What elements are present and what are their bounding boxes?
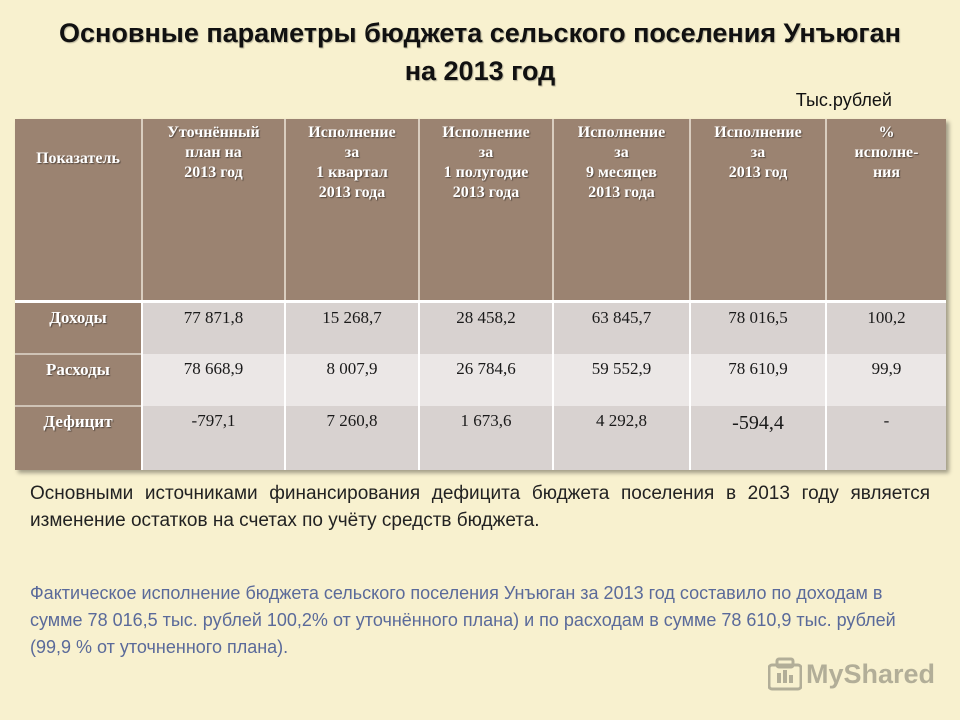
table-cell: 8 007,9 — [284, 354, 419, 406]
row-label: Доходы — [15, 301, 142, 354]
header-year: Исполнение за 2013 год — [689, 119, 826, 302]
table-cell: 99,9 — [825, 354, 946, 406]
table-row-income: Доходы 77 871,8 15 268,7 28 458,2 63 845… — [15, 301, 946, 354]
table-cell: 1 673,6 — [418, 406, 553, 470]
myshared-logo-icon — [768, 657, 802, 691]
table-cell: 100,2 — [825, 301, 946, 354]
header-row: Показатель Уточнённый план на 2013 год Исп… — [15, 119, 946, 302]
header-indicator: Показатель — [15, 119, 142, 302]
header-9-months: Исполнение за 9 месяцев 2013 года — [552, 119, 690, 302]
table-row-expenses: Расходы 78 668,9 8 007,9 26 784,6 59 552… — [15, 353, 946, 406]
table-cell: -594,4 — [689, 406, 826, 470]
table-cell: 78 610,9 — [689, 354, 826, 406]
table-cell: 28 458,2 — [418, 301, 553, 354]
title-line-1: Основные параметры бюджета сельского пос… — [59, 18, 901, 48]
table-row-deficit: Дефицит -797,1 7 260,8 1 673,6 4 292,8 -… — [15, 405, 946, 470]
header-q1: Исполнение за 1 квартал 2013 года — [284, 119, 419, 302]
execution-summary-paragraph: Фактическое исполнение бюджета сельского… — [30, 583, 896, 657]
budget-table: Показатель Уточнённый план на 2013 год Исп… — [15, 119, 946, 470]
header-percent: % исполне-ния — [825, 119, 946, 302]
row-label: Дефицит — [15, 405, 142, 470]
watermark: MyShared — [768, 655, 938, 695]
table-cell: 59 552,9 — [552, 354, 690, 406]
header-plan: Уточнённый план на 2013 год — [141, 119, 285, 302]
table-cell: -797,1 — [141, 406, 285, 470]
watermark-text: MyShared — [806, 659, 936, 689]
table-cell: - — [825, 406, 946, 470]
title-line-2: на 2013 год — [404, 56, 556, 86]
row-label: Расходы — [15, 353, 142, 406]
units-label: Тыс.рублей — [795, 90, 892, 110]
table-cell: 77 871,8 — [141, 301, 285, 354]
page-title: Основные параметры бюджета сельского пос… — [0, 14, 960, 90]
table-cell: 78 016,5 — [689, 301, 826, 354]
table-cell: 26 784,6 — [418, 354, 553, 406]
financing-sources-paragraph: Основными источниками финансирования деф… — [30, 483, 930, 531]
table-cell: 7 260,8 — [284, 406, 419, 470]
table-cell: 4 292,8 — [552, 406, 690, 470]
header-half-year: Исполнение за 1 полугодие 2013 года — [418, 119, 553, 302]
table-cell: 78 668,9 — [141, 354, 285, 406]
table-cell: 15 268,7 — [284, 301, 419, 354]
table-cell: 63 845,7 — [552, 301, 690, 354]
